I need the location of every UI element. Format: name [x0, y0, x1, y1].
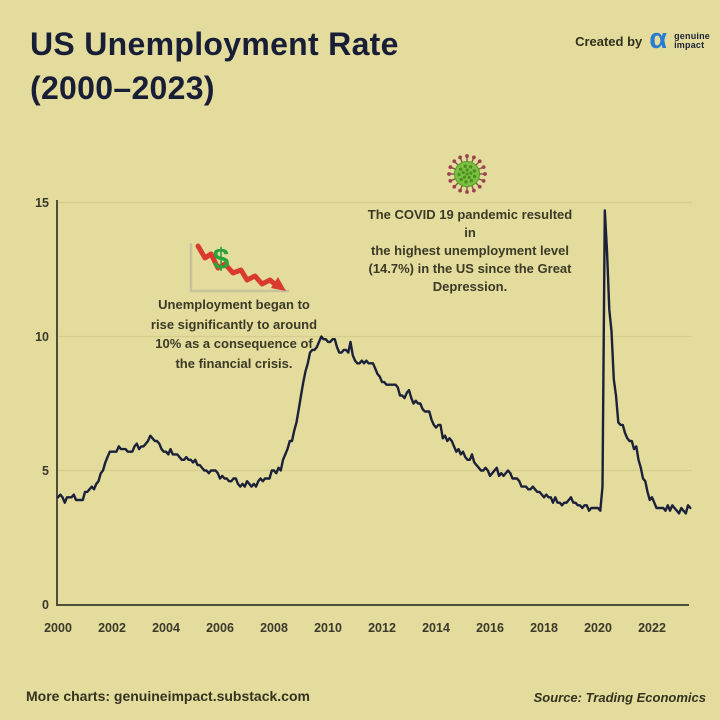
- declining-chart-dollar-icon: $: [189, 243, 289, 293]
- virus-dot: [469, 171, 473, 175]
- x-axis-label: 2018: [530, 621, 558, 635]
- alpha-icon: α: [649, 23, 668, 55]
- virus-dot: [459, 177, 463, 182]
- x-axis-label: 2004: [152, 621, 180, 635]
- virus-spike-tip: [458, 155, 463, 160]
- y-axis-label: 5: [42, 464, 49, 478]
- y-axis-label: 10: [35, 330, 49, 344]
- brand-name: genuine impact: [674, 30, 710, 51]
- y-axis-label: 0: [42, 598, 49, 612]
- virus-spike-tip: [452, 184, 457, 189]
- created-by-block: Created by α genuine impact: [575, 23, 710, 55]
- x-axis-label: 2022: [638, 621, 666, 635]
- virus-spike-tip: [465, 190, 469, 194]
- virus-dot: [472, 169, 477, 173]
- virus-spike-tip: [447, 172, 451, 176]
- virus-dot: [463, 164, 467, 168]
- more-charts-text: More charts: genuineimpact.substack.com: [26, 688, 310, 704]
- virus-dot: [461, 170, 465, 175]
- x-axis-label: 2010: [314, 621, 342, 635]
- virus-spike-tip: [458, 188, 463, 193]
- virus-dot: [465, 168, 469, 172]
- x-axis-label: 2016: [476, 621, 504, 635]
- svg-text:$: $: [213, 243, 230, 276]
- virus-dot: [458, 167, 463, 171]
- virus-spike-tip: [477, 159, 482, 164]
- virus-spike-tip: [471, 155, 476, 160]
- virus-spike-tip: [452, 159, 457, 164]
- virus-spike-tip: [465, 154, 469, 158]
- unemployment-rate-line: [56, 209, 692, 515]
- x-axis-label: 2020: [584, 621, 612, 635]
- x-axis-label: 2006: [206, 621, 234, 635]
- virus-spike-tip: [483, 172, 487, 176]
- virus-dot: [465, 172, 469, 176]
- financial-crisis-annotation: Unemployment began to rise significantly…: [150, 297, 318, 371]
- virus-dot: [472, 174, 477, 179]
- virus-icon: [447, 154, 487, 194]
- x-axis-label: 2000: [44, 621, 72, 635]
- source-text: Source: Trading Economics: [533, 690, 706, 705]
- virus-dot: [468, 165, 473, 169]
- brand-name-line1: genuine: [674, 30, 710, 41]
- virus-spike-tip: [477, 184, 482, 189]
- virus-dot: [457, 172, 461, 177]
- brand-name-line2: impact: [674, 40, 705, 50]
- page-title: US Unemployment Rate (2000–2023): [30, 26, 399, 106]
- x-axis-label: 2012: [368, 621, 396, 635]
- virus-spike-tip: [471, 188, 476, 193]
- virus-spike-tip: [481, 178, 486, 183]
- virus-dot: [464, 180, 468, 184]
- x-axis-label: 2008: [260, 621, 288, 635]
- virus-dot: [469, 179, 474, 183]
- virus-spike-tip: [448, 165, 453, 170]
- virus-dot: [467, 175, 471, 179]
- x-axis-label: 2002: [98, 621, 126, 635]
- y-axis-label: 15: [35, 196, 49, 210]
- virus-spike-tip: [448, 178, 453, 183]
- created-by-label: Created by: [575, 33, 643, 49]
- covid-annotation: The COVID 19 pandemic resulted in the hi…: [367, 207, 573, 294]
- virus-dot: [462, 175, 467, 179]
- virus-spike-tip: [481, 165, 486, 170]
- x-axis-label: 2014: [422, 621, 450, 635]
